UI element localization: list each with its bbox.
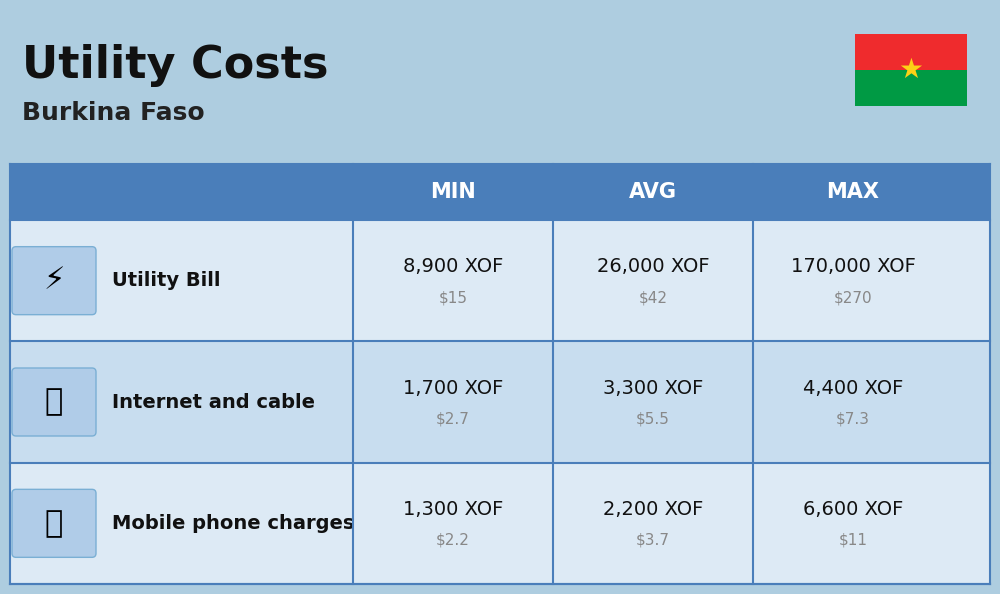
FancyBboxPatch shape (855, 34, 967, 70)
Text: $15: $15 (438, 290, 467, 305)
Text: $11: $11 (838, 533, 867, 548)
Text: 📶: 📶 (45, 387, 63, 416)
Text: MAX: MAX (826, 182, 880, 202)
Text: 26,000 XOF: 26,000 XOF (597, 257, 709, 276)
Text: Utility Bill: Utility Bill (112, 271, 220, 290)
Text: Utility Costs: Utility Costs (22, 44, 328, 87)
FancyBboxPatch shape (10, 164, 990, 220)
Text: AVG: AVG (629, 182, 677, 202)
FancyBboxPatch shape (10, 342, 990, 463)
Text: ⚡: ⚡ (43, 266, 65, 295)
Text: 8,900 XOF: 8,900 XOF (403, 257, 503, 276)
FancyBboxPatch shape (12, 368, 96, 436)
Text: $7.3: $7.3 (836, 412, 870, 426)
Text: Mobile phone charges: Mobile phone charges (112, 514, 354, 533)
Text: $5.5: $5.5 (636, 412, 670, 426)
FancyBboxPatch shape (12, 489, 96, 557)
Text: 3,300 XOF: 3,300 XOF (603, 378, 703, 397)
Text: $2.7: $2.7 (436, 412, 470, 426)
FancyBboxPatch shape (10, 220, 990, 342)
Text: $42: $42 (638, 290, 667, 305)
Text: 170,000 XOF: 170,000 XOF (791, 257, 915, 276)
Text: 2,200 XOF: 2,200 XOF (603, 500, 703, 519)
FancyBboxPatch shape (855, 70, 967, 106)
Text: Burkina Faso: Burkina Faso (22, 101, 205, 125)
Text: 📱: 📱 (45, 509, 63, 538)
Text: 4,400 XOF: 4,400 XOF (803, 378, 903, 397)
Text: ★: ★ (899, 56, 923, 84)
FancyBboxPatch shape (12, 247, 96, 315)
FancyBboxPatch shape (10, 463, 990, 584)
Text: Internet and cable: Internet and cable (112, 393, 315, 412)
Text: 1,700 XOF: 1,700 XOF (403, 378, 503, 397)
Text: 6,600 XOF: 6,600 XOF (803, 500, 903, 519)
Text: MIN: MIN (430, 182, 476, 202)
Text: 1,300 XOF: 1,300 XOF (403, 500, 503, 519)
Text: $2.2: $2.2 (436, 533, 470, 548)
Text: $3.7: $3.7 (636, 533, 670, 548)
Text: $270: $270 (834, 290, 872, 305)
